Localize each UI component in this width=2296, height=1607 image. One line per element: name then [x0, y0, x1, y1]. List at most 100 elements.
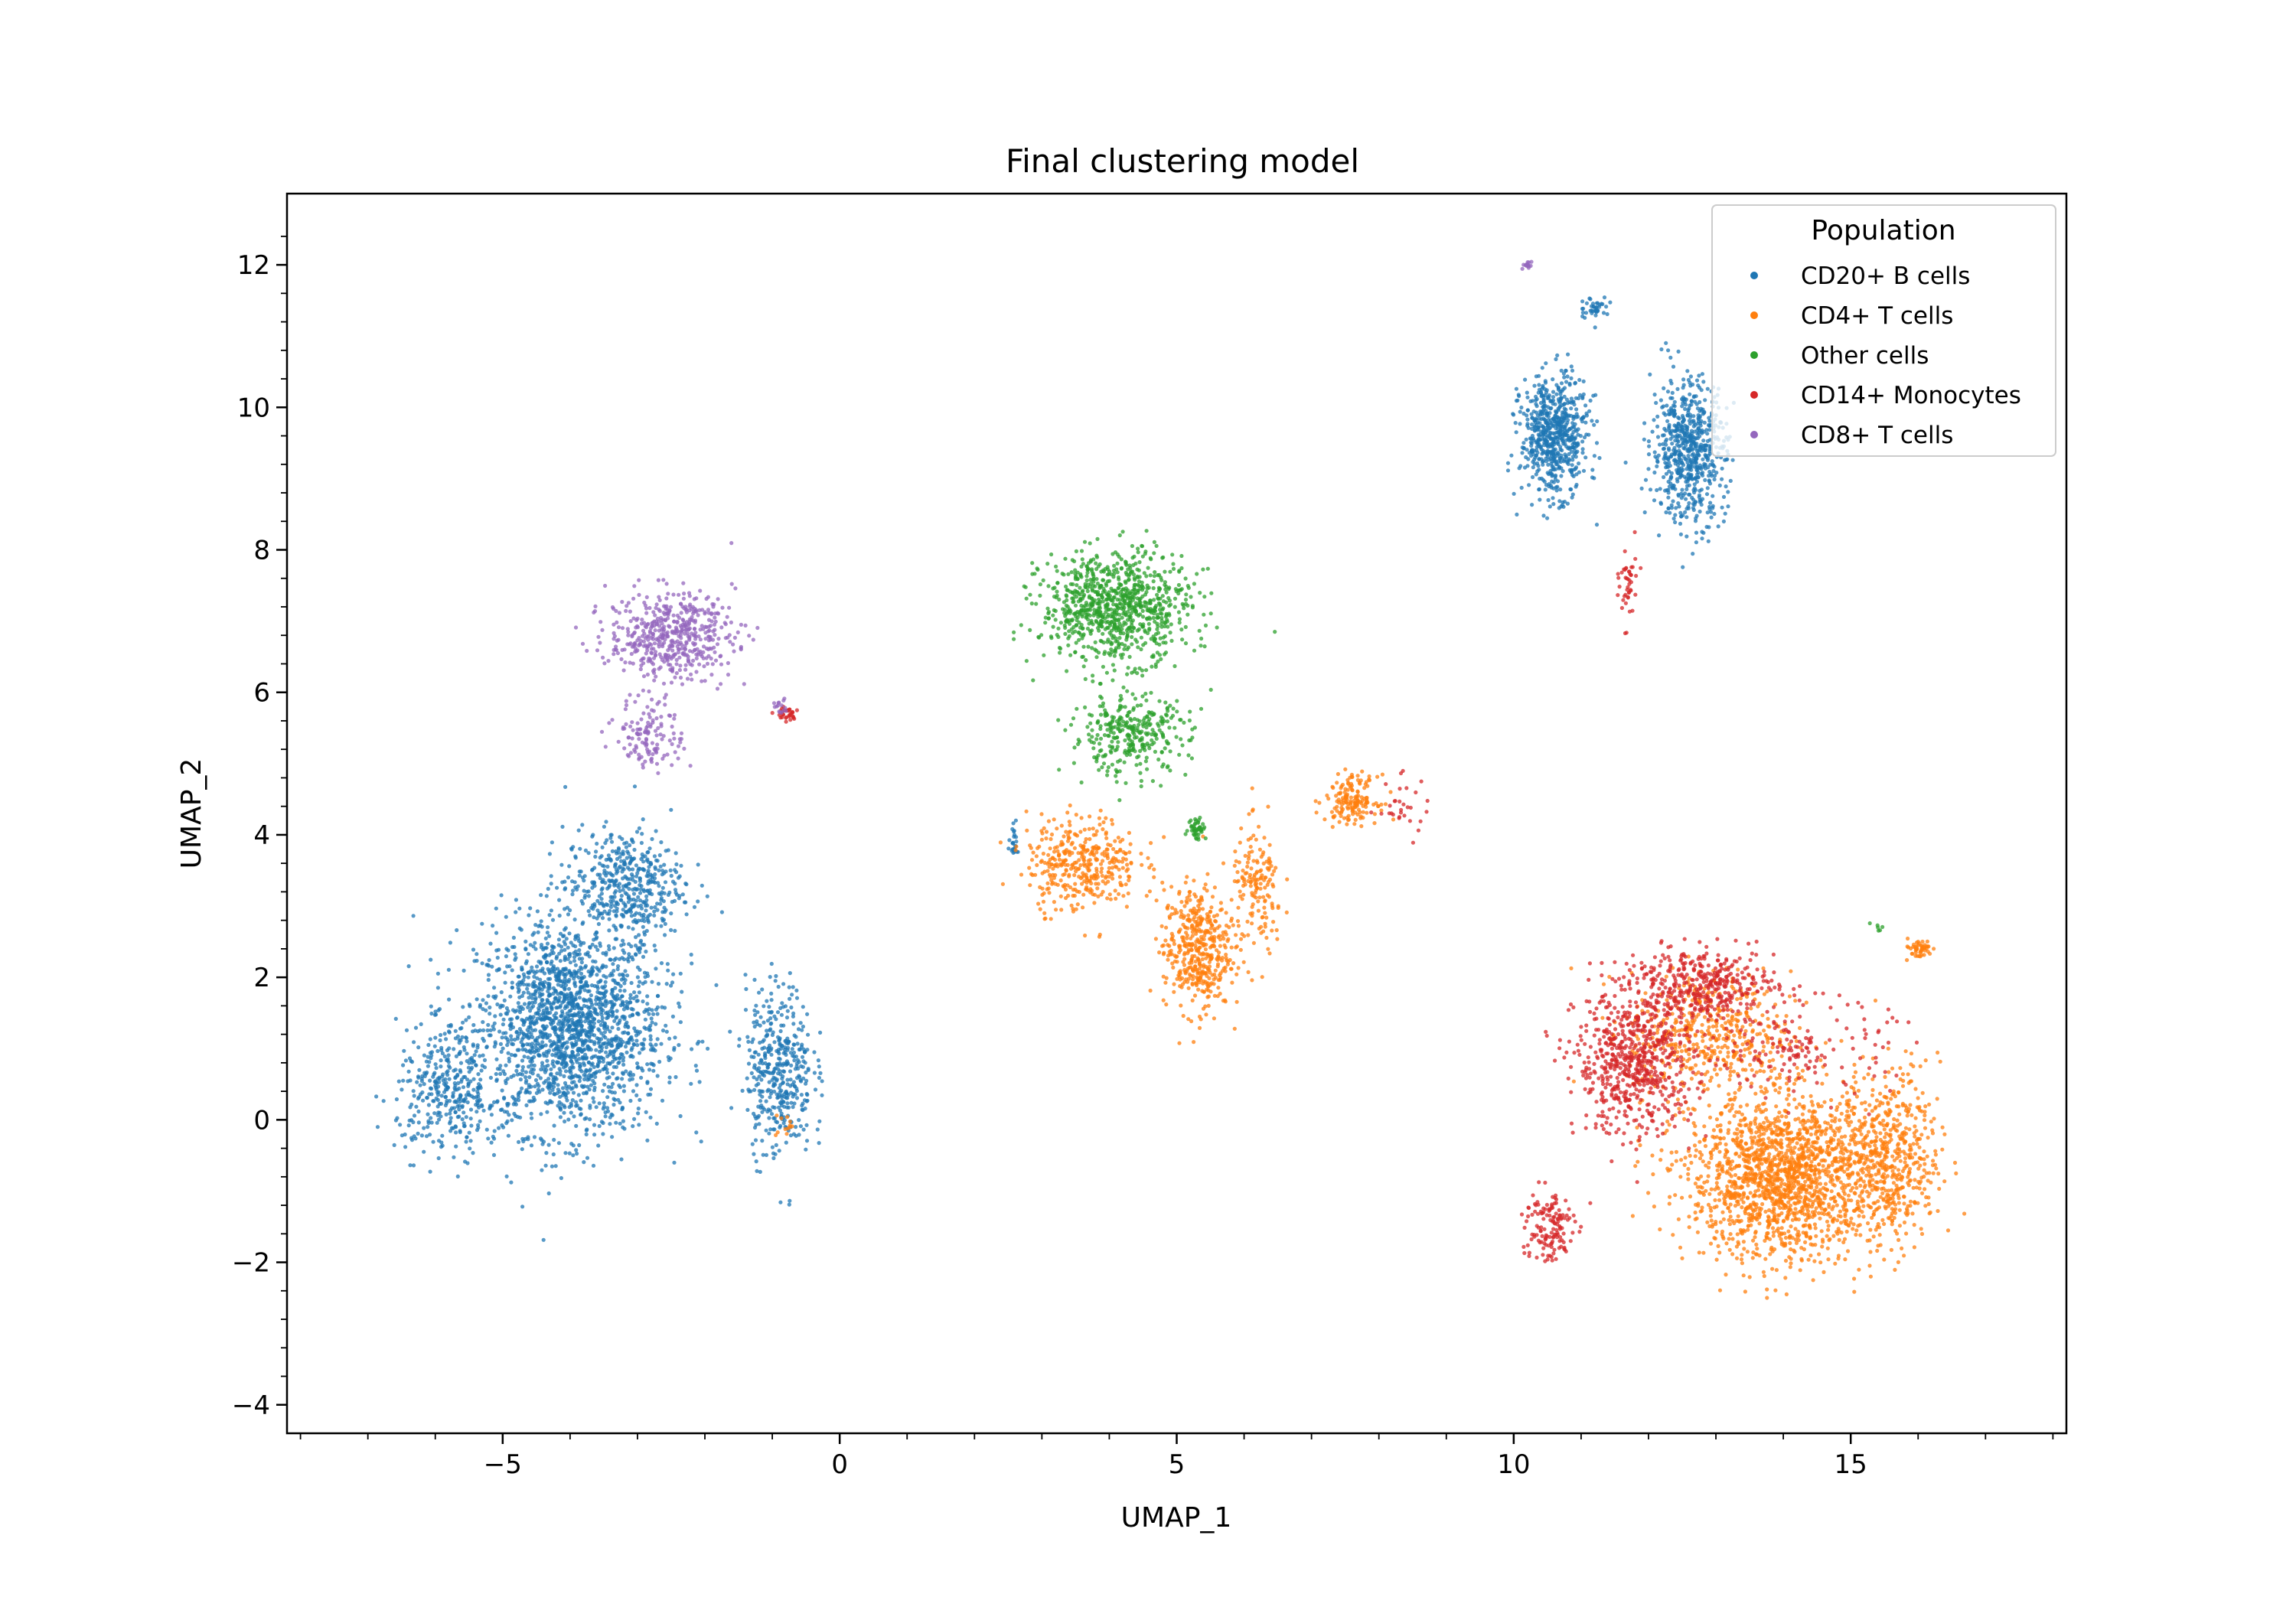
data-point: [540, 1040, 545, 1045]
data-point: [504, 1031, 508, 1035]
data-point: [778, 1028, 783, 1034]
data-point: [641, 999, 645, 1004]
data-point: [677, 896, 681, 901]
data-point: [461, 1005, 465, 1009]
data-point: [795, 1041, 800, 1046]
data-point: [525, 1028, 530, 1032]
data-point: [1558, 487, 1563, 492]
data-point: [644, 1008, 648, 1012]
data-point: [610, 1025, 615, 1030]
data-point: [665, 962, 670, 966]
data-point: [1584, 411, 1589, 416]
data-point: [501, 1017, 506, 1022]
data-point: [451, 1126, 455, 1130]
data-point: [1554, 473, 1558, 478]
data-point: [555, 954, 559, 959]
data-point: [528, 1015, 533, 1019]
data-point: [458, 1129, 462, 1135]
data-point: [628, 1000, 632, 1005]
data-point: [619, 1157, 624, 1162]
data-point: [1668, 355, 1673, 360]
data-point: [555, 1047, 560, 1051]
data-point: [602, 1041, 606, 1046]
data-point: [1896, 1260, 1900, 1264]
data-point: [683, 900, 688, 905]
data-point: [625, 865, 631, 870]
data-point: [528, 969, 533, 973]
data-point: [625, 849, 630, 854]
data-point: [623, 862, 628, 867]
data-point: [526, 975, 531, 980]
data-point: [611, 1081, 615, 1086]
data-point: [1743, 1289, 1747, 1294]
data-point: [1666, 455, 1671, 460]
data-point: [509, 1052, 514, 1058]
data-point: [755, 1010, 760, 1015]
data-point: [1668, 432, 1673, 436]
data-point: [467, 1061, 471, 1065]
data-point: [629, 1053, 634, 1058]
data-point: [538, 977, 543, 982]
data-point: [465, 1039, 469, 1044]
data-point: [1665, 419, 1670, 423]
data-point: [1711, 494, 1715, 498]
data-point: [1651, 1172, 1655, 1177]
data-point: [526, 952, 531, 957]
data-point: [1678, 1245, 1683, 1250]
data-point: [529, 1032, 533, 1036]
data-point: [1720, 466, 1724, 471]
data-point: [797, 1047, 803, 1051]
data-point: [1793, 1117, 1798, 1122]
data-point: [634, 1033, 639, 1038]
data-point: [621, 1031, 625, 1035]
data-point: [471, 1022, 476, 1028]
data-point: [412, 1113, 417, 1118]
data-point: [678, 1020, 683, 1025]
data-point: [615, 966, 620, 972]
data-point: [1655, 460, 1660, 464]
data-point: [406, 1069, 411, 1074]
data-point: [644, 1026, 648, 1031]
data-point: [666, 848, 670, 852]
data-point: [1701, 530, 1706, 535]
data-point: [652, 854, 657, 859]
data-point: [1691, 451, 1696, 456]
data-point: [1532, 425, 1537, 429]
data-point: [539, 1067, 543, 1072]
data-point: [1730, 1252, 1735, 1257]
data-point: [1954, 1171, 1958, 1175]
chart-title: Final clustering model: [1006, 142, 1359, 180]
data-point: [625, 1024, 630, 1028]
data-point: [769, 1112, 775, 1116]
data-point: [1546, 497, 1551, 503]
data-point: [429, 1004, 433, 1009]
data-point: [1521, 441, 1526, 445]
data-point: [401, 1063, 406, 1068]
data-point: [1581, 306, 1586, 311]
data-point: [625, 840, 629, 845]
data-point: [592, 1025, 596, 1029]
data-point: [652, 944, 657, 948]
data-point: [637, 933, 641, 937]
data-point: [765, 1028, 769, 1033]
series-cd20-b-cells: [374, 295, 1736, 1242]
data-point: [775, 1010, 781, 1015]
data-point: [533, 1077, 539, 1083]
data-point: [1539, 417, 1544, 422]
data-point: [442, 1032, 447, 1036]
data-point: [1689, 435, 1694, 440]
data-point: [632, 990, 637, 995]
data-point: [614, 888, 618, 894]
data-point: [493, 1014, 497, 1019]
data-point: [1562, 406, 1567, 411]
data-point: [468, 1139, 473, 1143]
data-point: [1590, 468, 1595, 472]
data-point: [499, 1003, 504, 1008]
data-point: [1583, 420, 1588, 425]
data-point: [439, 1032, 443, 1038]
data-point: [638, 950, 642, 954]
data-point: [618, 923, 623, 928]
data-point: [761, 1072, 765, 1077]
data-point: [632, 903, 637, 908]
data-point: [494, 906, 498, 911]
